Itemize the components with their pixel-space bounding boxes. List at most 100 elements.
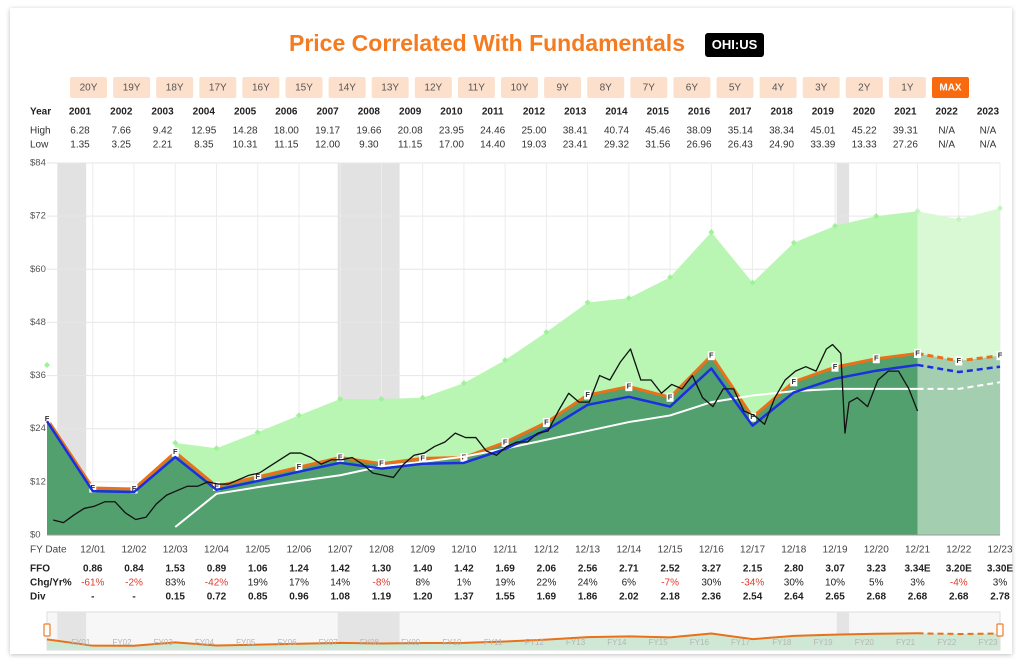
x-tick-label: 12/11: [493, 545, 518, 556]
year-header: 2011: [482, 107, 504, 118]
vertex-marker: [501, 437, 509, 447]
vertex-label: F: [750, 412, 755, 421]
vertex-marker: [872, 354, 880, 364]
range-button[interactable]: [457, 77, 495, 98]
vertex-label: F: [90, 483, 95, 492]
navigator-handle[interactable]: [43, 623, 51, 637]
fundamental-cell: 1.20: [413, 592, 433, 603]
range-button-label[interactable]: 2Y: [858, 83, 871, 94]
year-header: 2022: [936, 107, 959, 118]
navigator-label: FY15: [649, 638, 669, 647]
year-header: 2003: [151, 107, 174, 118]
fundamental-cell: 1.30: [372, 564, 392, 575]
year-cell: 27.26: [893, 140, 918, 151]
x-tick-label: 12/13: [575, 545, 600, 556]
range-button[interactable]: [371, 77, 409, 98]
range-button-label[interactable]: 9Y: [556, 83, 569, 94]
x-tick-label: 12/21: [905, 545, 930, 556]
range-button[interactable]: [716, 77, 754, 98]
marker: [955, 216, 962, 223]
range-button[interactable]: [328, 77, 366, 98]
range-button[interactable]: [199, 77, 237, 98]
year-header: 2001: [69, 107, 92, 118]
navigator-label: FY18: [772, 638, 792, 647]
vertex-marker: [831, 362, 839, 372]
range-button[interactable]: [759, 77, 797, 98]
range-button-label[interactable]: 5Y: [729, 83, 742, 94]
range-button-label[interactable]: 14Y: [338, 83, 356, 94]
marker: [44, 361, 50, 368]
range-button-label[interactable]: 8Y: [600, 83, 613, 94]
range-button-label[interactable]: 13Y: [381, 83, 399, 94]
range-button[interactable]: [242, 77, 280, 98]
range-button-label[interactable]: MAX: [939, 83, 962, 94]
range-button-label[interactable]: 7Y: [643, 83, 656, 94]
year-cell: 18.00: [274, 126, 299, 137]
fundamental-row-label: FFO: [30, 564, 50, 575]
year-cell: 38.09: [687, 126, 712, 137]
navigator-handle[interactable]: [996, 623, 1004, 637]
fundamental-row-label: Chg/Yr%: [30, 578, 72, 589]
range-button[interactable]: [544, 77, 582, 98]
fundamental-cell: 0.86: [83, 564, 103, 575]
year-header: 2009: [399, 107, 422, 118]
year-cell: 25.00: [521, 126, 546, 137]
y-tick-label: $84: [30, 158, 46, 169]
fundamental-cell: 2.06: [537, 564, 557, 575]
range-button-label[interactable]: 1Y: [901, 83, 914, 94]
range-button-label[interactable]: 18Y: [166, 83, 184, 94]
range-button[interactable]: [285, 77, 323, 98]
range-button-label[interactable]: 15Y: [295, 83, 313, 94]
fundamental-cell: 2.68: [867, 592, 887, 603]
range-button[interactable]: [587, 77, 625, 98]
range-button-label[interactable]: 4Y: [772, 83, 785, 94]
range-button-label[interactable]: 20Y: [80, 83, 98, 94]
vertex-label: F: [338, 452, 343, 461]
vertex-marker: [377, 459, 385, 469]
range-button-label[interactable]: 17Y: [209, 83, 227, 94]
fundamental-cell: 8%: [415, 578, 430, 589]
range-button[interactable]: [501, 77, 538, 98]
range-button-label[interactable]: 12Y: [424, 83, 442, 94]
vertex-marker: [996, 351, 1004, 361]
vertex-marker: [130, 484, 138, 494]
year-cell: 11.15: [274, 140, 299, 151]
range-button[interactable]: [673, 77, 711, 98]
range-button[interactable]: [414, 77, 452, 98]
navigator-label: FY03: [154, 638, 174, 647]
vertex-label: F: [214, 481, 219, 490]
range-button-label[interactable]: 6Y: [686, 83, 699, 94]
range-button[interactable]: [802, 77, 840, 98]
range-button[interactable]: [156, 77, 194, 98]
range-button[interactable]: [932, 77, 969, 98]
year-header: 2016: [688, 107, 711, 118]
range-button-label[interactable]: 10Y: [511, 83, 529, 94]
year-cell: 17.00: [439, 140, 464, 151]
fundamental-cell: 1.42: [330, 564, 350, 575]
fundamental-cell: 2.65: [825, 592, 845, 603]
vertex-marker: [749, 412, 757, 422]
range-button[interactable]: [630, 77, 668, 98]
range-button[interactable]: [113, 77, 151, 98]
range-button[interactable]: [70, 77, 107, 98]
year-cell: 2.21: [153, 140, 173, 151]
range-button-label[interactable]: 11Y: [468, 83, 485, 94]
ticker: OHI:US: [712, 37, 758, 52]
year-header: 2015: [647, 107, 670, 118]
vertex-label: F: [255, 472, 260, 481]
vertex-marker: [542, 418, 550, 428]
range-button[interactable]: [888, 77, 926, 98]
fundamental-cell: 2.80: [784, 564, 804, 575]
vertex-label: F: [874, 354, 879, 363]
fundamental-cell: 2.02: [619, 592, 639, 603]
navigator-label: FY05: [236, 638, 256, 647]
marker: [584, 299, 591, 306]
range-button-label[interactable]: 3Y: [815, 83, 828, 94]
range-button-label[interactable]: 16Y: [252, 83, 270, 94]
fundamental-cell: 14%: [330, 578, 350, 589]
fundamental-cell: -: [132, 592, 135, 603]
range-button-label[interactable]: 19Y: [123, 83, 141, 94]
year-header: 2008: [358, 107, 381, 118]
range-button[interactable]: [845, 77, 883, 98]
fundamental-cell: 1.42: [454, 564, 474, 575]
